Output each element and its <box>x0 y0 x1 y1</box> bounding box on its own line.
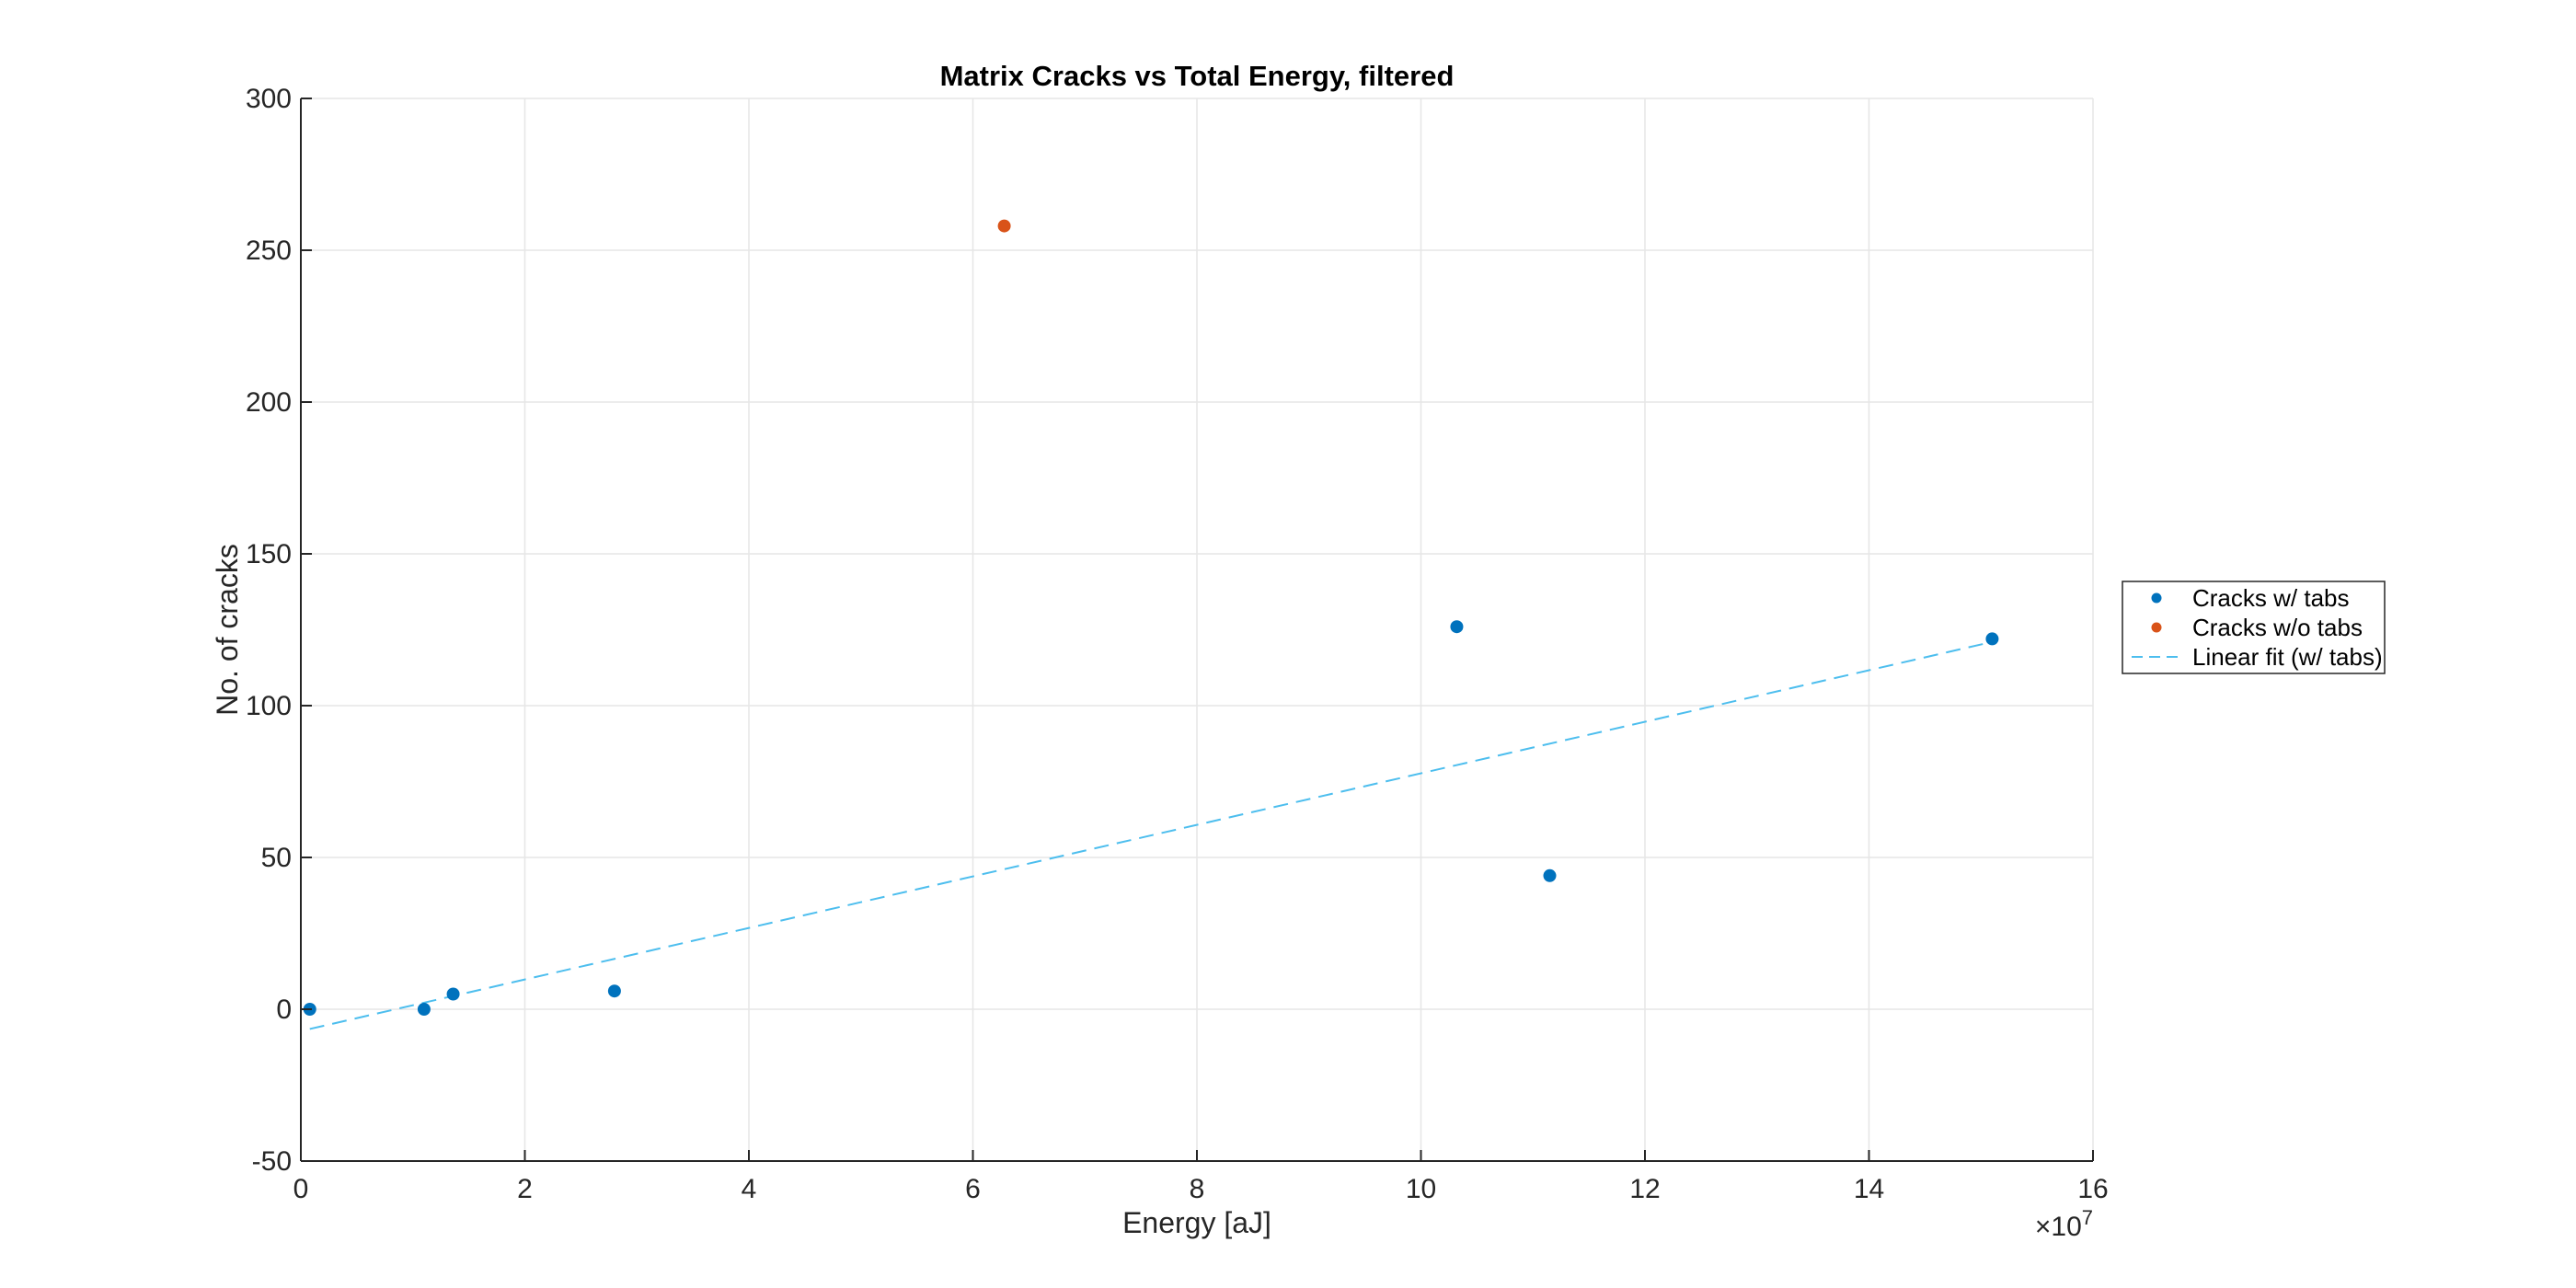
legend-label: Linear fit (w/ tabs) <box>2192 643 2383 671</box>
x-tick-label: 4 <box>742 1174 757 1204</box>
x-tick-label: 12 <box>1629 1174 1660 1204</box>
y-tick-label: 100 <box>246 691 292 721</box>
data-point-with-tabs <box>446 987 460 1001</box>
legend-with-tabs-swatch <box>2151 592 2162 604</box>
x-tick-label: 10 <box>1406 1174 1436 1204</box>
data-point-with-tabs <box>417 1003 431 1016</box>
legend-box <box>2122 581 2386 674</box>
x-tick-label: 14 <box>1854 1174 1884 1204</box>
x-tick-label: 16 <box>2077 1174 2108 1204</box>
data-point-with-tabs <box>607 984 621 998</box>
x-tick-label: 6 <box>965 1174 981 1204</box>
y-tick-label: 200 <box>246 387 292 418</box>
y-tick-label: 250 <box>246 236 292 266</box>
data-point-with-tabs <box>1543 868 1557 882</box>
x-tick-label: 2 <box>517 1174 533 1204</box>
legend-without-tabs-swatch <box>2151 622 2162 633</box>
y-tick-label: 150 <box>246 539 292 569</box>
y-tick-label: -50 <box>252 1146 292 1177</box>
grid <box>300 98 2094 1162</box>
legend-label: Cracks w/ tabs <box>2192 584 2350 612</box>
chart-title: Matrix Cracks vs Total Energy, filtered <box>940 60 1455 92</box>
x-tick-label: 8 <box>1190 1174 1205 1204</box>
x-axis-exponent-base: ×10 <box>2035 1212 2082 1242</box>
legend-label: Cracks w/o tabs <box>2192 614 2363 641</box>
data-point-with-tabs <box>1985 632 1999 646</box>
x-tick-label: 0 <box>293 1174 309 1204</box>
axes <box>300 98 2094 1162</box>
fit-line-layer <box>309 640 1993 1030</box>
y-tick-label: 300 <box>246 84 292 114</box>
y-tick-label: 50 <box>261 843 292 873</box>
linear-fit-line <box>309 640 1993 1030</box>
x-axis-title: Energy [aJ] <box>1122 1206 1271 1239</box>
y-tick-label: 0 <box>276 995 292 1025</box>
data-point-without-tabs <box>997 219 1011 233</box>
y-axis-title: No. of cracks <box>211 544 244 716</box>
points-layer <box>303 219 1999 1016</box>
x-axis-exponent-power: 7 <box>2082 1206 2093 1229</box>
data-point-with-tabs <box>1450 620 1464 634</box>
x-axis-exponent-label: ×107 <box>2035 1206 2093 1242</box>
